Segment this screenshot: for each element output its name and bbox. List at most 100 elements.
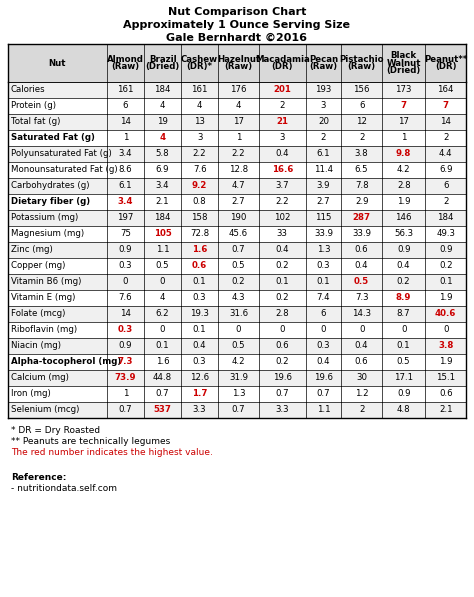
- Text: 1.3: 1.3: [317, 245, 330, 254]
- Bar: [8, 44, 466, 82]
- Bar: [8, 322, 466, 338]
- Text: 1.7: 1.7: [192, 389, 208, 399]
- Text: 0.4: 0.4: [275, 149, 289, 158]
- Text: 0.9: 0.9: [118, 245, 132, 254]
- Text: 7.8: 7.8: [355, 181, 368, 190]
- Text: 17.1: 17.1: [394, 374, 413, 383]
- Text: 2.1: 2.1: [156, 198, 169, 207]
- Text: 19: 19: [157, 118, 168, 127]
- Text: 0.1: 0.1: [156, 341, 169, 350]
- Text: 20: 20: [318, 118, 329, 127]
- Text: 2.2: 2.2: [275, 198, 289, 207]
- Text: 2.7: 2.7: [317, 198, 330, 207]
- Text: 0.9: 0.9: [118, 341, 132, 350]
- Text: 6: 6: [123, 101, 128, 110]
- Text: 184: 184: [155, 85, 171, 94]
- Text: 72.8: 72.8: [190, 229, 209, 238]
- Text: 190: 190: [230, 214, 246, 223]
- Text: 161: 161: [191, 85, 208, 94]
- Text: 19.6: 19.6: [314, 374, 333, 383]
- Text: 0.2: 0.2: [275, 294, 289, 303]
- Bar: [8, 258, 466, 274]
- Text: 3.4: 3.4: [118, 198, 133, 207]
- Text: (DR): (DR): [272, 62, 293, 71]
- Text: 6: 6: [321, 309, 326, 319]
- Text: 1.6: 1.6: [156, 358, 169, 367]
- Text: 158: 158: [191, 214, 208, 223]
- Bar: [8, 114, 466, 130]
- Text: Vitamin B6 (mg): Vitamin B6 (mg): [11, 278, 82, 287]
- Text: 0.1: 0.1: [317, 278, 330, 287]
- Bar: [8, 242, 466, 258]
- Text: * DR = Dry Roasted: * DR = Dry Roasted: [11, 426, 100, 435]
- Text: 0.7: 0.7: [232, 245, 246, 254]
- Text: 19.3: 19.3: [190, 309, 209, 319]
- Text: 0.6: 0.6: [192, 261, 207, 270]
- Text: 1.1: 1.1: [156, 245, 169, 254]
- Text: 14.3: 14.3: [352, 309, 371, 319]
- Text: 0.2: 0.2: [439, 261, 453, 270]
- Text: 11.4: 11.4: [314, 165, 333, 174]
- Text: Cashew: Cashew: [181, 55, 218, 64]
- Text: 0.3: 0.3: [118, 261, 132, 270]
- Text: (DR): (DR): [435, 62, 456, 71]
- Text: 44.8: 44.8: [153, 374, 172, 383]
- Text: 2.7: 2.7: [232, 198, 246, 207]
- Text: 21: 21: [276, 118, 288, 127]
- Text: 146: 146: [395, 214, 412, 223]
- Text: 7: 7: [401, 101, 407, 110]
- Text: 0.8: 0.8: [193, 198, 207, 207]
- Text: 12.8: 12.8: [229, 165, 248, 174]
- Text: 4.8: 4.8: [397, 405, 410, 414]
- Text: 3.4: 3.4: [118, 149, 132, 158]
- Text: 3.7: 3.7: [275, 181, 289, 190]
- Text: 0.2: 0.2: [232, 278, 246, 287]
- Text: Almond: Almond: [107, 55, 144, 64]
- Text: 13: 13: [194, 118, 205, 127]
- Text: Copper (mg): Copper (mg): [11, 261, 65, 270]
- Text: 49.3: 49.3: [436, 229, 455, 238]
- Text: 184: 184: [438, 214, 454, 223]
- Text: 2: 2: [443, 134, 448, 143]
- Text: 1.6: 1.6: [192, 245, 207, 254]
- Text: 0.5: 0.5: [156, 261, 169, 270]
- Text: 2.2: 2.2: [232, 149, 246, 158]
- Bar: [8, 162, 466, 178]
- Bar: [8, 306, 466, 322]
- Text: Monounsaturated Fat (g): Monounsaturated Fat (g): [11, 165, 118, 174]
- Text: 193: 193: [315, 85, 332, 94]
- Bar: [8, 130, 466, 146]
- Text: Nut: Nut: [49, 59, 66, 67]
- Text: Iron (mg): Iron (mg): [11, 389, 51, 399]
- Text: 8.7: 8.7: [397, 309, 410, 319]
- Text: 3: 3: [280, 134, 285, 143]
- Text: 197: 197: [117, 214, 134, 223]
- Text: (Raw): (Raw): [111, 62, 139, 71]
- Text: 15.1: 15.1: [436, 374, 456, 383]
- Text: Calories: Calories: [11, 85, 46, 94]
- Text: 33.9: 33.9: [352, 229, 371, 238]
- Text: 14: 14: [120, 309, 131, 319]
- Text: Saturated Fat (g): Saturated Fat (g): [11, 134, 95, 143]
- Text: Folate (mcg): Folate (mcg): [11, 309, 65, 319]
- Bar: [8, 338, 466, 354]
- Text: 14: 14: [120, 118, 131, 127]
- Text: Magnesium (mg): Magnesium (mg): [11, 229, 84, 238]
- Bar: [8, 226, 466, 242]
- Text: Dietary fiber (g): Dietary fiber (g): [11, 198, 90, 207]
- Text: 0.4: 0.4: [317, 358, 330, 367]
- Bar: [8, 98, 466, 114]
- Text: Pecan: Pecan: [309, 55, 338, 64]
- Text: 7.6: 7.6: [118, 294, 132, 303]
- Text: 0.4: 0.4: [355, 341, 368, 350]
- Text: (Dried): (Dried): [146, 62, 180, 71]
- Text: 9.2: 9.2: [192, 181, 207, 190]
- Text: 4: 4: [197, 101, 202, 110]
- Text: Nut Comparison Chart: Nut Comparison Chart: [168, 7, 306, 17]
- Text: The red number indicates the highest value.: The red number indicates the highest val…: [11, 448, 213, 457]
- Text: 0.5: 0.5: [397, 358, 410, 367]
- Text: Gale Bernhardt ©2016: Gale Bernhardt ©2016: [166, 33, 308, 43]
- Text: 0.7: 0.7: [232, 405, 246, 414]
- Text: 105: 105: [154, 229, 172, 238]
- Bar: [8, 210, 466, 226]
